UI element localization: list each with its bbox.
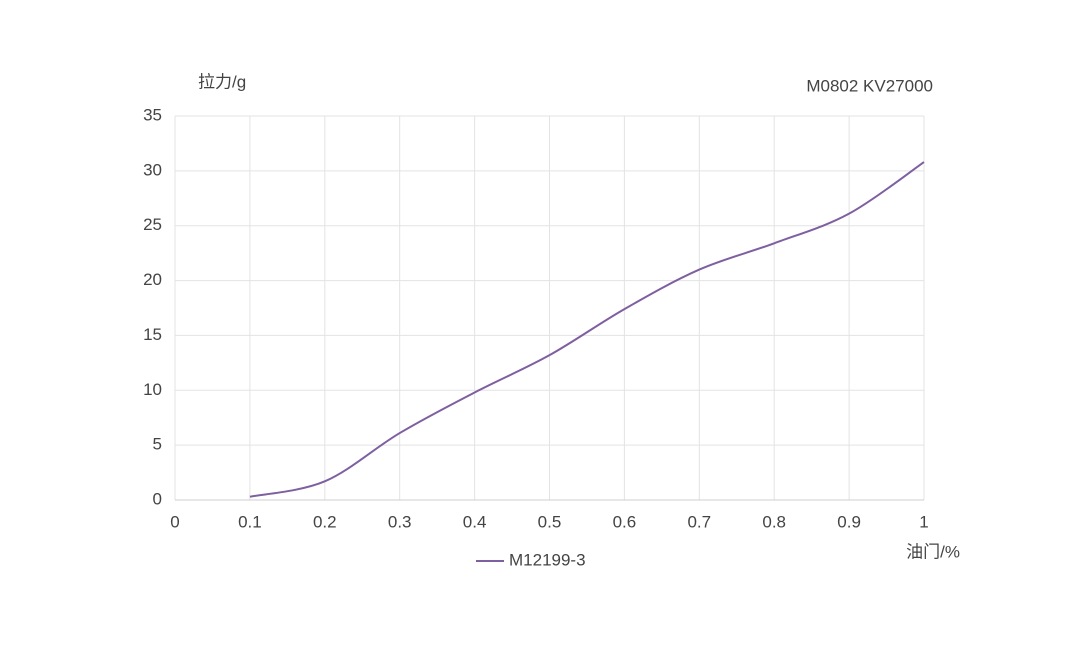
x-tick-label: 0.4	[463, 512, 487, 531]
y-tick-label: 15	[143, 325, 162, 344]
y-tick-label: 25	[143, 215, 162, 234]
x-tick-label: 1	[919, 512, 928, 531]
x-tick-label: 0	[170, 512, 179, 531]
y-tick-label: 0	[153, 489, 162, 508]
x-tick-label: 0.6	[613, 512, 637, 531]
x-tick-label: 0.3	[388, 512, 412, 531]
x-tick-label: 0.1	[238, 512, 262, 531]
x-tick-label: 0.8	[762, 512, 786, 531]
y-axis-label: 拉力/g	[198, 72, 246, 91]
x-tick-label: 0.2	[313, 512, 337, 531]
y-tick-label: 20	[143, 270, 162, 289]
chart-title: M0802 KV27000	[806, 76, 933, 95]
line-series	[249, 161, 925, 498]
y-tick-label: 35	[143, 105, 162, 124]
y-tick-label: 10	[143, 380, 162, 399]
x-tick-label: 0.5	[538, 512, 562, 531]
y-tick-label: 5	[153, 435, 162, 454]
x-axis-label: 油门/%	[906, 542, 960, 561]
y-tick-label: 30	[143, 160, 162, 179]
x-tick-label: 0.7	[687, 512, 711, 531]
x-tick-label: 0.9	[837, 512, 861, 531]
legend-label: M12199-3	[509, 550, 586, 569]
